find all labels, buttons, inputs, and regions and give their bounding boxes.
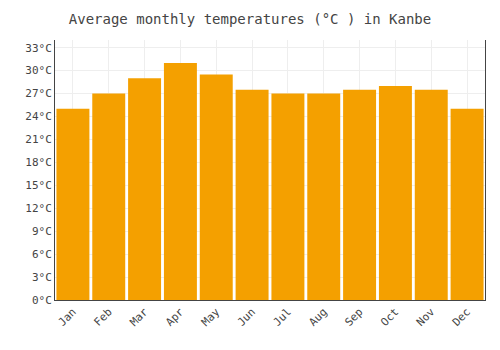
- svg-text:18°C: 18°C: [25, 156, 52, 169]
- svg-text:Oct: Oct: [378, 306, 401, 329]
- svg-text:27°C: 27°C: [25, 87, 52, 100]
- svg-text:12°C: 12°C: [25, 202, 52, 215]
- svg-text:Jun: Jun: [235, 306, 258, 329]
- svg-text:Dec: Dec: [450, 306, 473, 329]
- svg-text:Average monthly temperatures (: Average monthly temperatures (°C ) in Ka…: [69, 11, 431, 27]
- svg-text:0°C: 0°C: [32, 294, 52, 307]
- svg-text:24°C: 24°C: [25, 110, 52, 123]
- svg-text:15°C: 15°C: [25, 179, 52, 192]
- svg-text:Aug: Aug: [307, 306, 330, 329]
- svg-text:21°C: 21°C: [25, 133, 52, 146]
- svg-text:6°C: 6°C: [32, 248, 52, 261]
- svg-text:Nov: Nov: [414, 305, 438, 329]
- svg-text:May: May: [199, 305, 223, 329]
- svg-text:Mar: Mar: [127, 305, 151, 329]
- svg-text:9°C: 9°C: [32, 225, 52, 238]
- svg-text:Jul: Jul: [271, 306, 294, 329]
- svg-text:Apr: Apr: [163, 305, 187, 329]
- svg-text:Sep: Sep: [342, 306, 365, 329]
- svg-text:Feb: Feb: [92, 306, 115, 329]
- svg-text:30°C: 30°C: [25, 64, 52, 77]
- svg-text:33°C: 33°C: [25, 42, 52, 55]
- svg-text:Jan: Jan: [56, 306, 79, 329]
- svg-text:3°C: 3°C: [32, 271, 52, 284]
